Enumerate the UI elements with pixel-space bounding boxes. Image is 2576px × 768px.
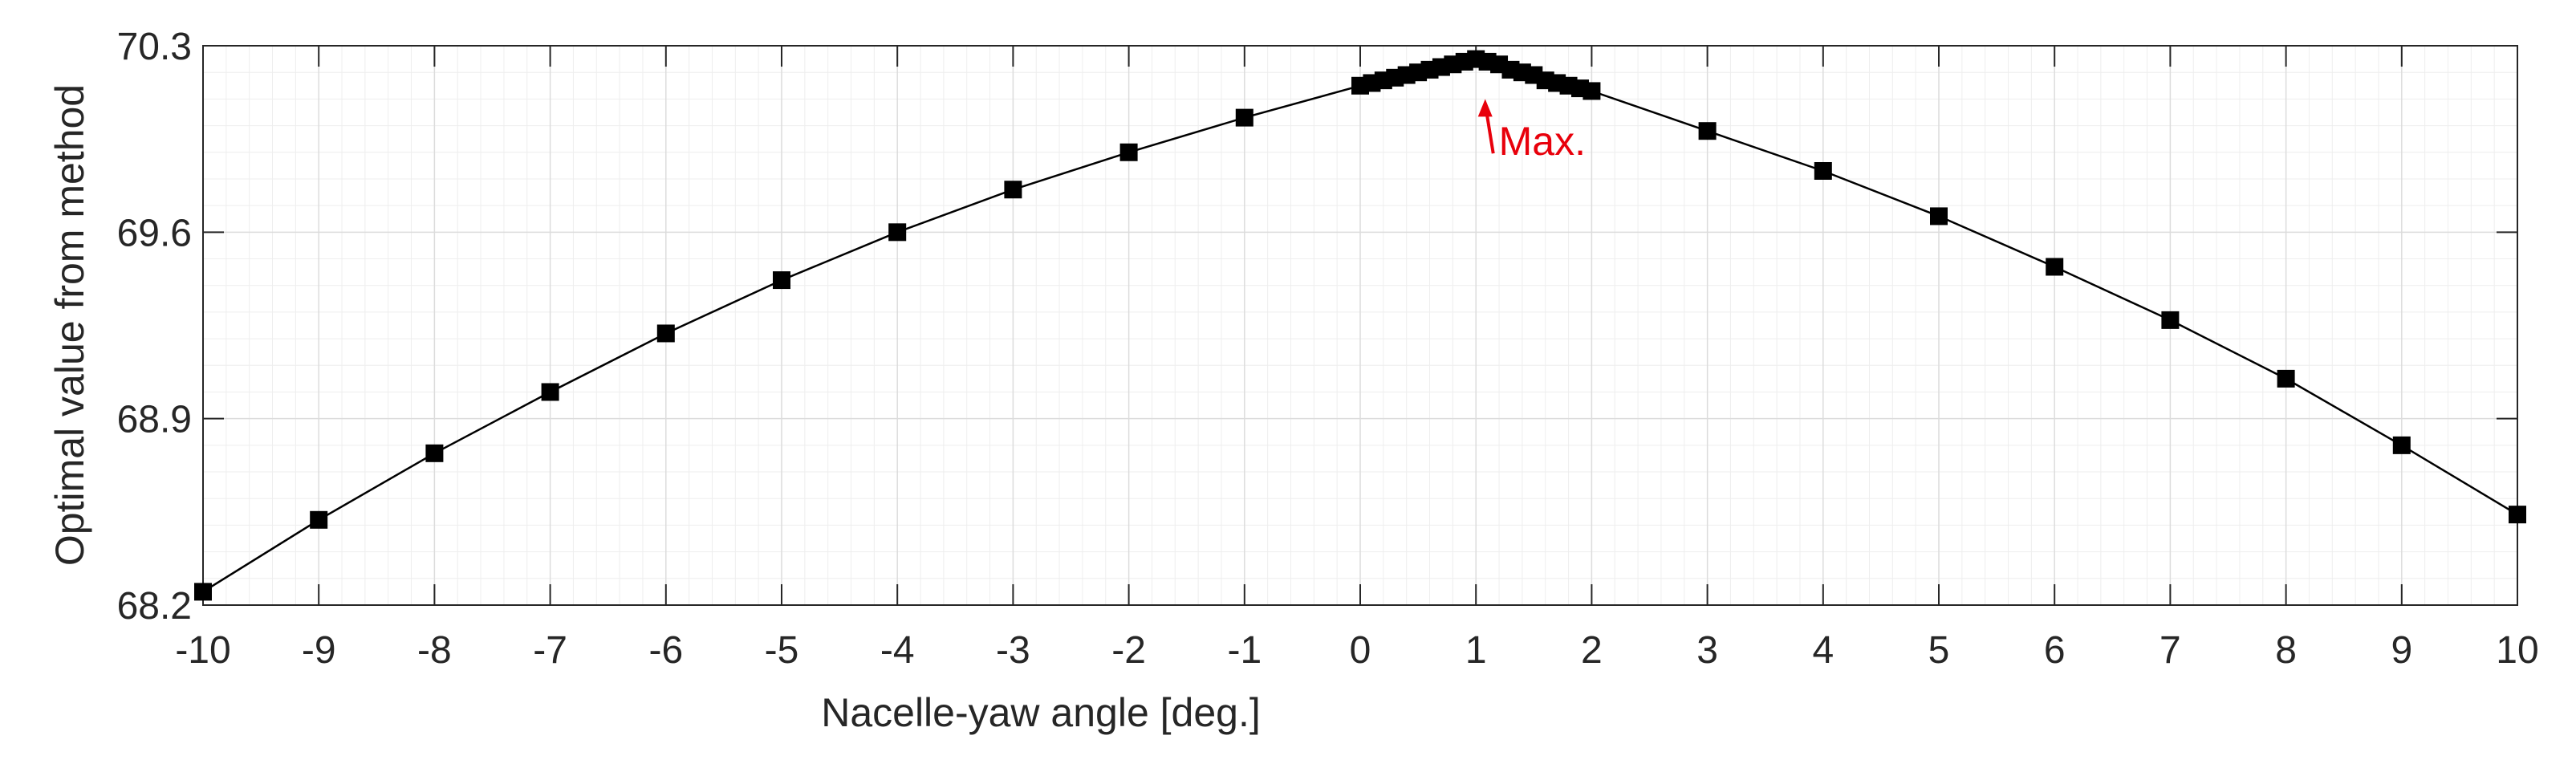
data-point <box>2509 506 2526 524</box>
data-point <box>1235 108 1253 127</box>
series-layer <box>194 50 2526 601</box>
data-point <box>1583 82 1601 100</box>
max-annotation-label: Max. <box>1499 119 1586 164</box>
data-point <box>541 383 559 401</box>
data-point <box>194 583 212 601</box>
x-tick-label: -1 <box>1227 629 1262 672</box>
annotation-layer: Max. <box>1477 99 1586 164</box>
x-tick-label: 7 <box>2160 629 2181 672</box>
y-tick-label: 69.6 <box>117 212 192 254</box>
x-tick-label: 8 <box>2275 629 2297 672</box>
axis-ticks <box>202 45 2518 606</box>
x-tick-label: 3 <box>1696 629 1718 672</box>
data-point <box>2161 311 2180 329</box>
x-tick-label: -9 <box>302 629 336 672</box>
x-tick-label: -5 <box>765 629 799 672</box>
data-point <box>2277 369 2295 388</box>
data-point <box>1004 181 1022 199</box>
x-tick-label: 9 <box>2391 629 2412 672</box>
x-axis-label: Nacelle-yaw angle [deg.] <box>821 690 1261 735</box>
x-tick-label: 4 <box>1812 629 1834 672</box>
data-point <box>1698 122 1717 140</box>
x-tick-labels: -10 -9 -8 -7 -6 -5 -4 -3 -2 -1 0 1 2 3 4 5 6 7 8 9 10 <box>175 629 2538 672</box>
x-tick-label: 10 <box>2496 629 2538 672</box>
max-arrow-head <box>1477 99 1493 117</box>
x-tick-label: -3 <box>996 629 1030 672</box>
data-point <box>2046 258 2064 276</box>
x-tick-label: 2 <box>1581 629 1603 672</box>
data-point <box>773 271 790 290</box>
x-tick-label: 6 <box>2044 629 2066 672</box>
data-point <box>1814 161 1832 180</box>
x-tick-label: -8 <box>417 629 452 672</box>
y-axis-label: Optimal value from method <box>47 84 92 566</box>
x-tick-label: -7 <box>533 629 567 672</box>
data-point <box>1930 207 1948 226</box>
data-point <box>1119 143 1138 161</box>
data-point <box>656 324 675 343</box>
x-tick-label: -6 <box>648 629 683 672</box>
data-point <box>2392 436 2411 454</box>
data-point <box>888 223 907 242</box>
y-tick-label: 68.2 <box>117 585 192 628</box>
x-tick-label: -2 <box>1111 629 1146 672</box>
x-tick-label: -4 <box>880 629 915 672</box>
x-tick-label: 0 <box>1350 629 1371 672</box>
y-tick-labels: 68.2 68.9 69.6 70.3 <box>117 26 192 628</box>
x-tick-label: 1 <box>1465 629 1487 672</box>
x-tick-label: 5 <box>1928 629 1950 672</box>
x-tick-label: -10 <box>175 629 230 672</box>
data-point <box>310 510 328 529</box>
y-tick-label: 70.3 <box>117 26 192 68</box>
data-point <box>425 444 444 462</box>
y-tick-label: 68.9 <box>117 399 192 441</box>
